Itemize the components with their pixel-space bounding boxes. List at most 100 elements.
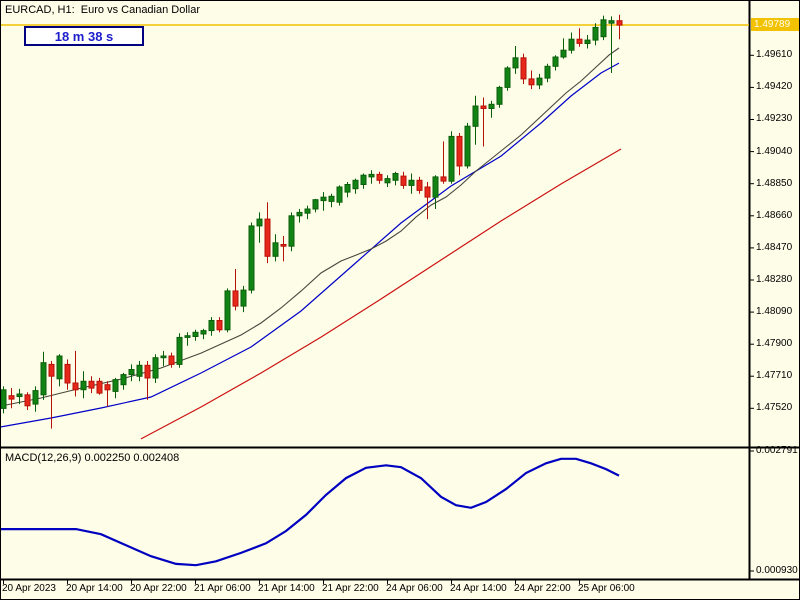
time-axis-label: 20 Apr 22:00 xyxy=(130,583,187,594)
candle-body-up xyxy=(288,215,295,247)
candle-body-up xyxy=(496,86,503,105)
candle-body-down xyxy=(232,290,239,307)
candle-body-up xyxy=(296,211,303,217)
candle-body-up xyxy=(608,20,615,24)
candle-body-up xyxy=(16,393,23,397)
chart-title: EURCAD, H1: Euro vs Canadian Dollar xyxy=(5,4,201,16)
candle-body-down xyxy=(376,173,383,181)
price-axis-label: 1.47900 xyxy=(756,338,793,349)
candle-body-up xyxy=(112,379,119,392)
candle-body-down xyxy=(280,244,287,247)
time-axis-label: 21 Apr 06:00 xyxy=(194,583,251,594)
macd-signal-line xyxy=(1,457,620,567)
candle-body-down xyxy=(520,57,527,80)
candle-body-up xyxy=(184,335,191,338)
candle-body-up xyxy=(512,57,519,69)
candle-body-up xyxy=(32,390,39,405)
macd-axis-label: 0.000930 xyxy=(756,565,798,576)
candle-body-down xyxy=(456,135,463,167)
time-axis-label: 24 Apr 06:00 xyxy=(386,583,443,594)
macd-axis-label: 0.002791 xyxy=(756,445,798,456)
candle-body-down xyxy=(144,364,151,379)
ma-slow-line xyxy=(140,148,622,440)
price-axis-label: 1.49040 xyxy=(756,146,793,157)
price-axis-label: 1.48660 xyxy=(756,210,793,221)
candle-body-up xyxy=(272,242,279,257)
candle-body-down xyxy=(416,179,423,191)
time-axis-label: 21 Apr 14:00 xyxy=(258,583,315,594)
candle-body-up xyxy=(136,364,143,377)
candle-body-up xyxy=(152,357,159,379)
candle-body-up xyxy=(208,320,215,332)
candle-body-up xyxy=(560,49,567,58)
time-axis-label: 24 Apr 22:00 xyxy=(514,583,571,594)
price-axis-label: 1.47520 xyxy=(756,402,793,413)
candle-body-down xyxy=(64,363,71,384)
candle-body-down xyxy=(48,363,55,377)
candle-body-up xyxy=(488,103,495,110)
candle-body-up xyxy=(200,330,207,335)
candle-body-down xyxy=(96,380,103,394)
candle-body-up xyxy=(392,173,399,181)
candle-body-up xyxy=(312,199,319,210)
current-price-badge: 1.49789 xyxy=(751,18,799,31)
candle-body-up xyxy=(592,26,599,41)
candle-body-down xyxy=(480,105,487,109)
price-axis-label: 1.48280 xyxy=(756,274,793,285)
candle-body-up xyxy=(448,135,455,182)
candle-body-down xyxy=(88,380,95,389)
candle-body-up xyxy=(384,178,391,184)
ma-mid-line xyxy=(1,62,620,428)
candle-body-up xyxy=(160,355,167,359)
candle-body-down xyxy=(528,78,535,86)
candle-body-down xyxy=(104,384,111,391)
candle-body-up xyxy=(1,389,7,409)
candle-body-up xyxy=(568,38,575,51)
candle-body-up xyxy=(248,225,255,291)
candle-body-up xyxy=(584,39,591,44)
ma-fast-line xyxy=(1,47,620,407)
candle-body-up xyxy=(352,179,359,190)
candle-body-down xyxy=(424,186,431,198)
candle-body-up xyxy=(120,374,127,386)
candle-body-down xyxy=(216,320,223,331)
price-axis-label: 1.49420 xyxy=(756,81,793,92)
price-axis-label: 1.48090 xyxy=(756,306,793,317)
candle-body-up xyxy=(368,173,375,178)
macd-indicator-label: MACD(12,26,9) 0.002250 0.002408 xyxy=(5,452,180,464)
candle-body-up xyxy=(544,65,551,79)
price-axis-label: 1.49230 xyxy=(756,113,793,124)
candle-body-up xyxy=(192,331,199,337)
candle-body-down xyxy=(72,382,79,391)
time-axis-label: 25 Apr 06:00 xyxy=(578,583,635,594)
candle-countdown-text: 18 m 38 s xyxy=(54,28,114,44)
candle-body-down xyxy=(264,218,271,257)
candle-body-up xyxy=(256,218,263,227)
candle-body-up xyxy=(320,196,327,202)
candle-body-up xyxy=(336,186,343,203)
price-axis-label: 1.47710 xyxy=(756,370,793,381)
price-axis-label: 1.48850 xyxy=(756,178,793,189)
price-axis-label: 1.49610 xyxy=(756,49,793,60)
candle-body-up xyxy=(536,77,543,86)
candle-body-up xyxy=(176,336,183,365)
time-axis-label: 24 Apr 14:00 xyxy=(450,583,507,594)
candle-body-up xyxy=(432,176,439,198)
candle-body-up xyxy=(80,380,87,391)
candle-body-up xyxy=(344,184,351,193)
candle-body-up xyxy=(128,369,135,376)
candle-body-up xyxy=(464,125,471,167)
candle-body-down xyxy=(8,395,15,400)
candle-body-down xyxy=(400,175,407,186)
candle-body-up xyxy=(224,290,231,331)
candle-body-up xyxy=(600,19,607,38)
candle-body-up xyxy=(40,362,47,396)
candle-body-down xyxy=(616,20,623,26)
time-axis-label: 21 Apr 22:00 xyxy=(322,583,379,594)
candle-body-up xyxy=(408,179,415,186)
candle-body-up xyxy=(240,289,247,307)
candle-body-down xyxy=(168,355,175,365)
candle-body-down xyxy=(440,176,447,182)
